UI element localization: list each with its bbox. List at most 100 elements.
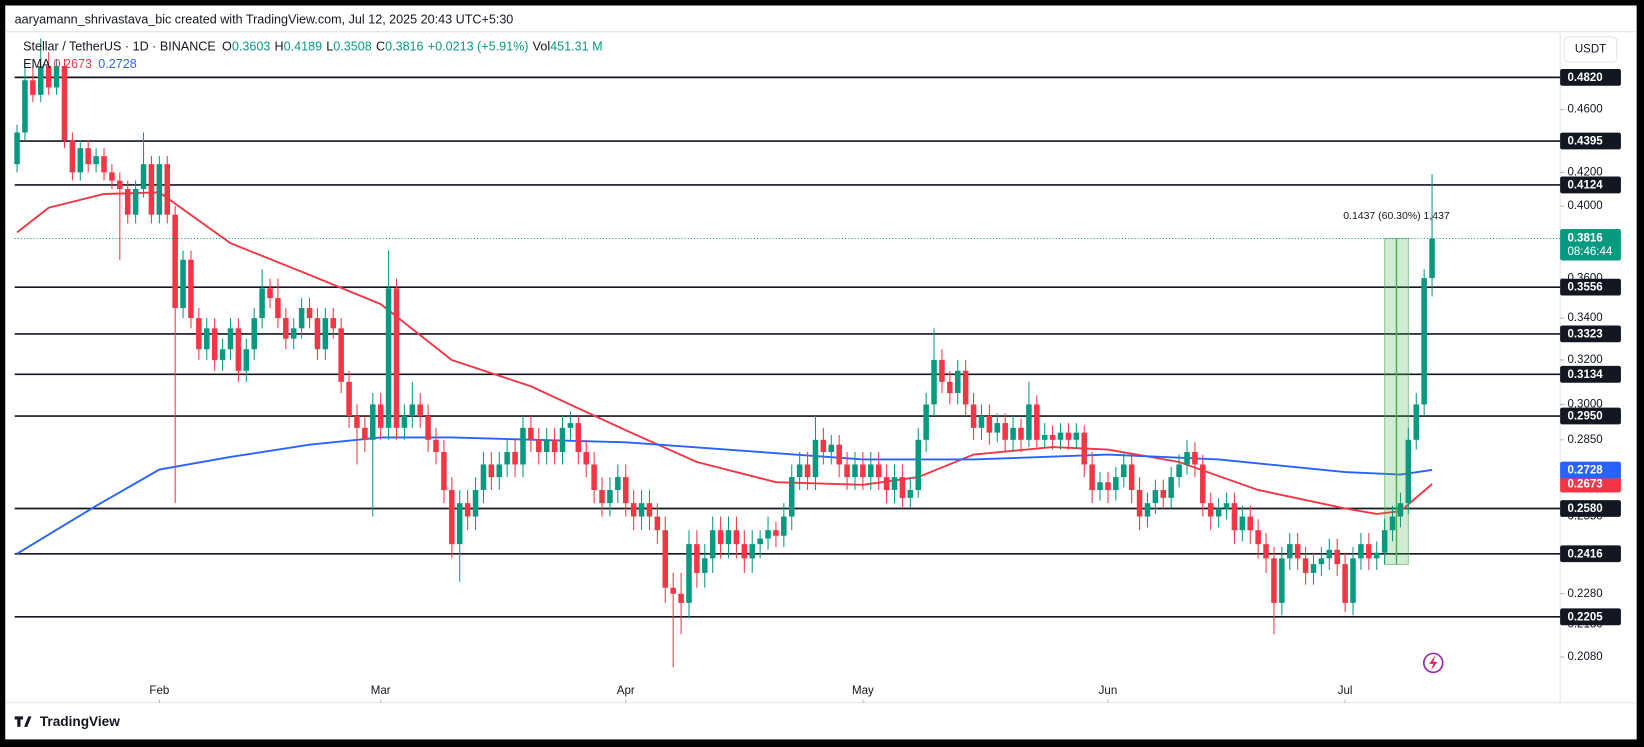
level-label-bg [1560, 608, 1621, 626]
candle-body [251, 318, 257, 350]
candle-body [1405, 439, 1412, 504]
candle-body [30, 80, 36, 95]
x-tick-label: Jun [1099, 685, 1118, 697]
level-label: 0.2416 [1567, 548, 1602, 560]
candle-body [1397, 503, 1404, 517]
candle-body [978, 416, 985, 428]
high-value: 0.4189 [284, 40, 322, 54]
level-label-bg [1560, 325, 1621, 343]
candle-body [702, 558, 708, 573]
candle-body [148, 164, 155, 215]
candle-body [528, 427, 534, 440]
candle-body [551, 439, 558, 453]
candle-body [1128, 464, 1135, 491]
ema-red-value: 0.2673 [53, 58, 91, 72]
candle-body [425, 416, 431, 440]
candle-body [385, 288, 392, 428]
low-label: L [326, 40, 333, 54]
x-tick-label: Jul [1338, 685, 1353, 697]
y-tick-label: 0.4600 [1567, 104, 1602, 116]
candle-body [1263, 544, 1269, 559]
candle-body [456, 503, 463, 545]
candle-body [401, 416, 408, 428]
candle-body [393, 288, 400, 428]
candle-body [283, 318, 289, 339]
candle-body [907, 490, 914, 498]
candle-body [1223, 503, 1230, 509]
price-badge-bg [1560, 229, 1621, 261]
level-label: 0.4820 [1567, 72, 1602, 84]
y-tick-label: 0.3000 [1567, 398, 1602, 410]
icon-bolt [1429, 655, 1438, 671]
candle-body [709, 530, 716, 559]
candle-body [496, 464, 503, 478]
candle-body [1018, 427, 1024, 440]
ema-line [16, 436, 1433, 555]
candle-body [322, 318, 329, 350]
candle-body [1373, 552, 1380, 559]
y-tick-label: 0.3200 [1567, 354, 1602, 366]
candle-body [1334, 549, 1340, 565]
candle-body [330, 318, 337, 329]
level-label-bg [1560, 500, 1621, 517]
candle-body [725, 530, 732, 545]
candle-body [970, 404, 977, 428]
low-value: 0.3508 [333, 40, 371, 54]
level-label: 0.4395 [1567, 136, 1603, 148]
candle-body [77, 148, 84, 173]
candle-body [1049, 434, 1056, 440]
candle-body [1041, 434, 1048, 440]
candle-body [504, 452, 510, 465]
currency-button[interactable] [1563, 36, 1618, 63]
candle-body [441, 452, 447, 491]
level-label: 0.2205 [1567, 611, 1603, 623]
candle-body [1136, 490, 1143, 517]
candle-body [290, 328, 297, 339]
candle-body [164, 164, 171, 215]
open-value: 0.3603 [232, 40, 270, 54]
candle-body [520, 427, 526, 465]
logo: TradingView [14, 714, 120, 729]
candle-body [1207, 503, 1214, 517]
candle-body [180, 259, 186, 309]
candle-body [117, 180, 123, 189]
candle-body [599, 490, 605, 504]
candle-body [622, 477, 629, 504]
level-label: 0.2950 [1567, 411, 1602, 423]
candle-body [1026, 404, 1032, 440]
candle-body [891, 477, 898, 491]
candle-body [1326, 549, 1333, 559]
countdown: 08:46:44 [1567, 246, 1612, 258]
level-label: 0.4124 [1567, 180, 1603, 192]
candle-body [1192, 452, 1198, 465]
candle-body [804, 464, 811, 478]
candle-body [607, 490, 613, 504]
candle-body [954, 370, 961, 394]
flash-icon[interactable] [1422, 652, 1444, 674]
candle-body [346, 381, 352, 417]
candle-body [1057, 432, 1064, 440]
candle-body [638, 503, 645, 517]
candle-body [85, 148, 91, 165]
candle-body [275, 298, 281, 319]
currency[interactable]: USDT [1575, 44, 1606, 56]
ema-line [16, 191, 1433, 515]
candle-body [1010, 427, 1016, 440]
level-label: 0.3556 [1567, 282, 1602, 294]
candle-body [860, 464, 866, 478]
candle-body [196, 318, 202, 350]
candle-body [773, 530, 779, 536]
candle-body [1318, 558, 1325, 565]
candle-body [298, 308, 305, 329]
candle-body [338, 328, 344, 382]
x-tick-label: Apr [617, 685, 635, 697]
candle-body [923, 404, 929, 440]
level-label-bg [1560, 132, 1621, 150]
candle-body [583, 452, 589, 465]
candle-body [53, 66, 60, 88]
candle-body [591, 464, 597, 491]
candle-body [370, 404, 376, 440]
candle-body [259, 288, 265, 319]
candle-body [678, 593, 684, 603]
